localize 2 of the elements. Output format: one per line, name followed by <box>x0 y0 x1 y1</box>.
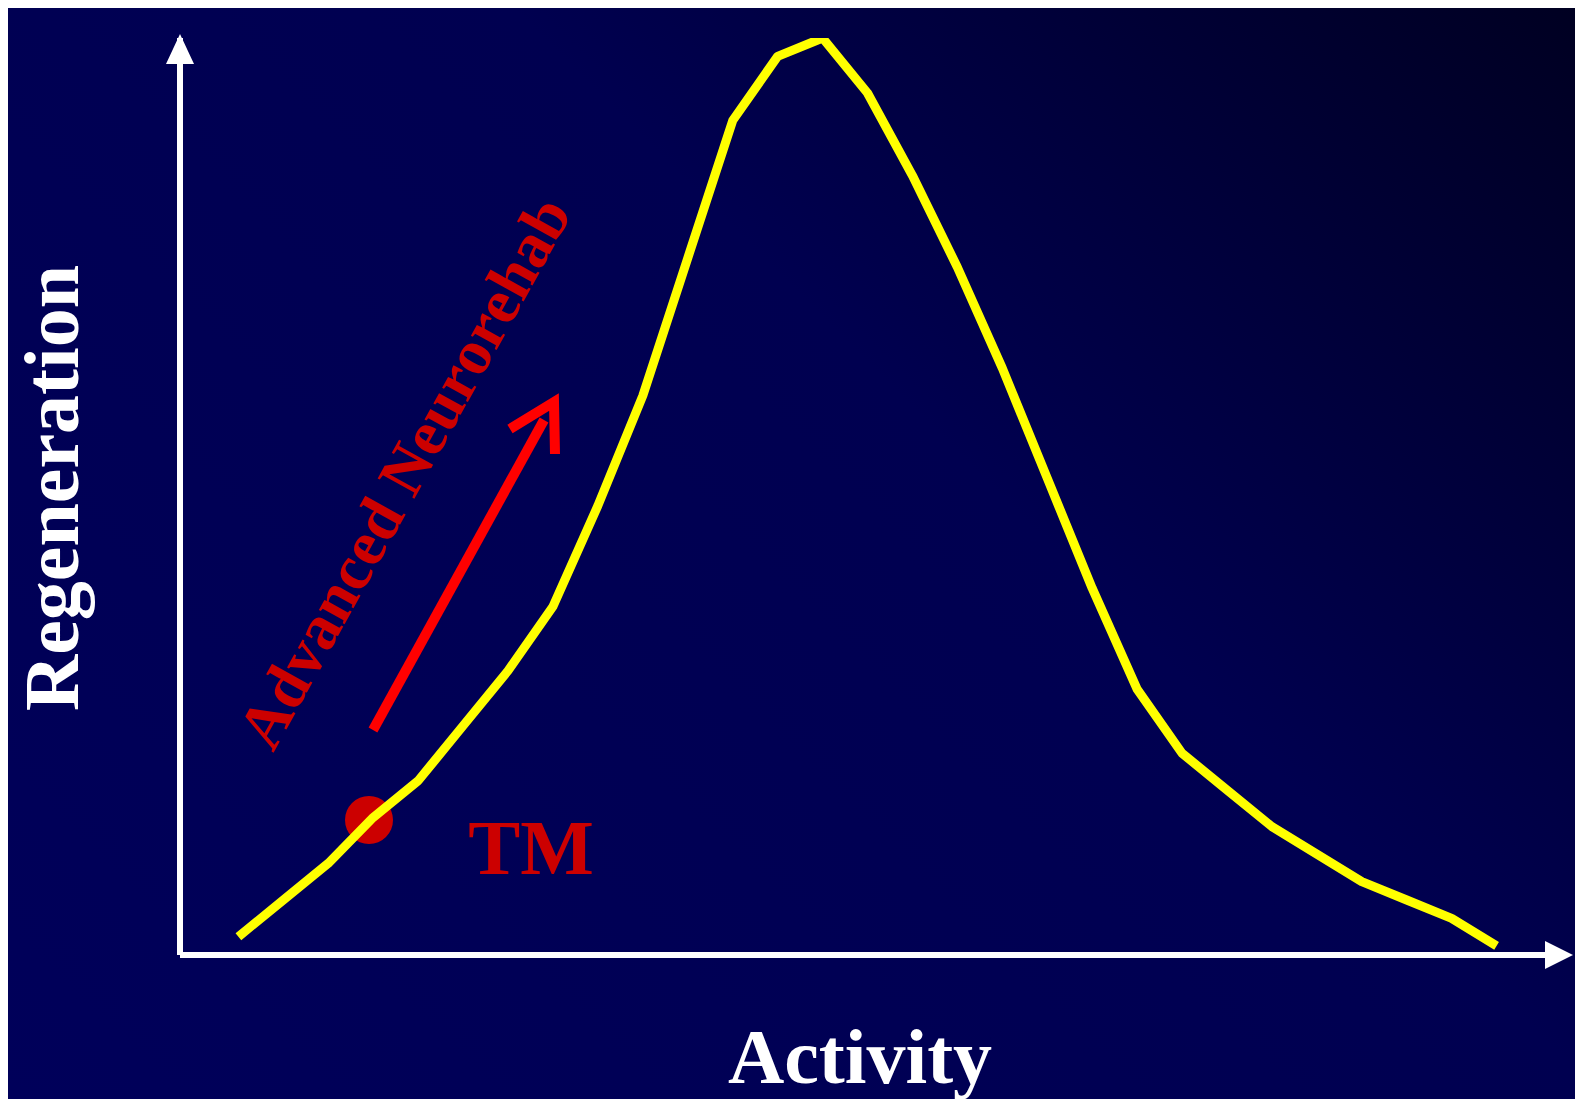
y-axis-title: Regeneration <box>8 264 95 712</box>
annotation: TM <box>468 804 594 891</box>
